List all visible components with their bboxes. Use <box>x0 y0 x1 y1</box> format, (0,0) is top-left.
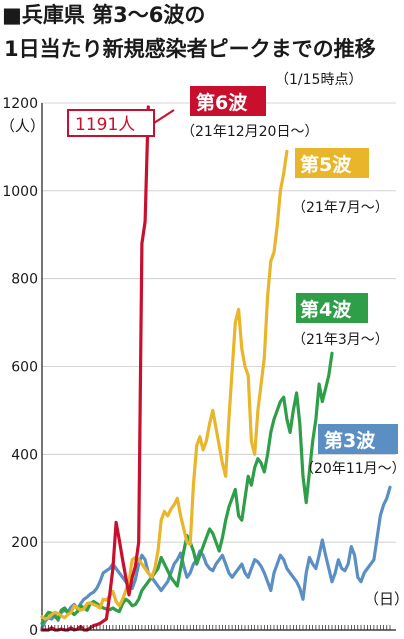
y-tick-label: 200 <box>11 535 38 551</box>
legend-wave5: 第5波 （21年7月～） <box>292 148 389 216</box>
legend-wave3: 第3波 （20年11月～） <box>300 424 404 477</box>
y-axis-label: （人） <box>0 117 45 135</box>
grid-lines <box>41 102 396 631</box>
chart-title-line2: 1日当たり新規感染者ピークまでの推移 <box>4 37 376 61</box>
peak-callout-text: 1191人 <box>75 115 135 135</box>
y-tick-label: 1200 <box>2 96 38 112</box>
legend-wave4: 第4波 （21年3月～） <box>292 293 389 348</box>
series-line-6 <box>40 105 150 632</box>
legend-wave6: 第6波 （21年12月20日～） <box>181 86 318 140</box>
x-axis <box>41 625 396 631</box>
legend-wave4-period: （21年3月～） <box>292 332 389 348</box>
date-note: （1/15時点） <box>275 72 362 88</box>
y-axis-ticks: 0 200 400 600 800 1000 1200 <box>2 96 38 639</box>
y-tick-label: 0 <box>29 623 38 639</box>
legend-wave3-label: 第3波 <box>324 429 376 452</box>
legend-wave6-box <box>190 86 266 116</box>
peak-callout: 1191人 <box>67 109 175 137</box>
y-tick-label: 600 <box>11 360 38 376</box>
legend-wave4-label: 第4波 <box>300 298 352 321</box>
peak-callout-pointer <box>153 109 175 124</box>
y-tick-label: 400 <box>11 447 38 463</box>
series-line-4 <box>40 351 334 626</box>
series-lines <box>40 105 392 632</box>
legend-wave5-period: （21年7月～） <box>292 200 389 216</box>
legend-wave5-label: 第5波 <box>300 153 352 176</box>
series-line-5 <box>40 149 289 621</box>
y-tick-label: 1000 <box>2 184 38 200</box>
legend-wave3-period: （20年11月～） <box>300 461 404 477</box>
x-axis-label: （日） <box>364 590 404 608</box>
legend-wave6-period: （21年12月20日～） <box>181 124 318 140</box>
series-line-3 <box>40 485 392 630</box>
legend-wave6-label: 第6波 <box>196 91 248 114</box>
y-tick-label: 800 <box>11 272 38 288</box>
legend-wave3-box <box>318 424 398 454</box>
legend-wave5-box <box>295 148 369 178</box>
chart-title-line1: ■兵庫県 第3～6波の <box>2 3 205 27</box>
peak-callout-box <box>67 109 155 137</box>
legend-wave4-box <box>296 293 368 323</box>
